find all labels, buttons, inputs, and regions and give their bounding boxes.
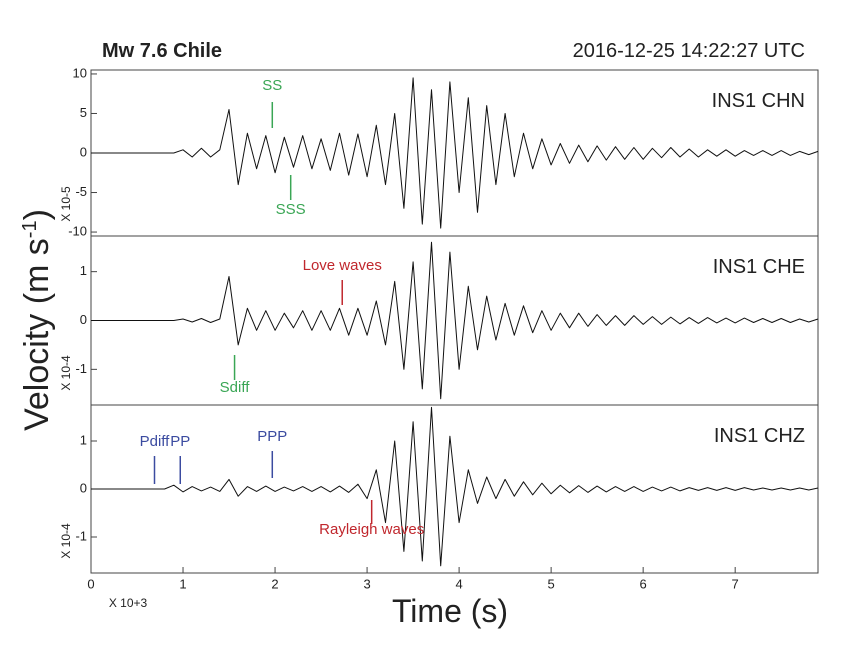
y-tick-label: 0 — [80, 480, 87, 495]
figure-title: Mw 7.6 Chile — [102, 40, 222, 62]
panel-frame — [90, 69, 819, 237]
channel-label: INS1 CHE — [713, 256, 805, 278]
y-tick-label: 5 — [80, 105, 87, 120]
y-tick-label: 0 — [80, 312, 87, 327]
x-axis-label: Time (s) — [392, 593, 508, 629]
annotation-label: SS — [262, 77, 282, 94]
y-multiplier: X 10-4 — [59, 523, 73, 559]
waveform — [91, 406, 819, 567]
y-axis-label: Velocity (m s-1) — [18, 209, 56, 431]
y-tick-label: 0 — [80, 144, 87, 159]
annotation-label: SSS — [276, 201, 306, 218]
y-label-suffix: ) — [18, 209, 56, 220]
y-tick-label: -5 — [75, 184, 87, 199]
y-tick-label: 1 — [80, 263, 87, 278]
x-multiplier: X 10+3 — [109, 596, 148, 610]
panel-frame — [90, 404, 819, 574]
waveform — [91, 77, 819, 229]
event-datetime: 2016-12-25 14:22:27 UTC — [573, 40, 805, 62]
x-tick-label: 0 — [87, 576, 94, 591]
annotation-label: PP — [170, 433, 190, 450]
x-tick-label: 6 — [640, 576, 647, 591]
panel-frame — [90, 235, 819, 406]
annotation-label: Rayleigh waves — [319, 521, 424, 538]
y-tick-label: -1 — [75, 361, 87, 376]
annotation-label: Love waves — [303, 257, 382, 274]
y-multiplier: X 10-4 — [59, 355, 73, 391]
x-tick-label: 3 — [363, 576, 370, 591]
y-multiplier: X 10-5 — [59, 186, 73, 222]
x-tick-label: 1 — [179, 576, 186, 591]
y-tick-label: -1 — [75, 528, 87, 543]
y-tick-label: 1 — [80, 432, 87, 447]
channel-label: INS1 CHZ — [714, 425, 805, 447]
x-tick-label: 7 — [732, 576, 739, 591]
y-label-superscript: -1 — [19, 220, 41, 238]
annotation-label: PPP — [257, 428, 287, 445]
annotation-label: Sdiff — [220, 379, 251, 396]
x-tick-label: 4 — [455, 576, 462, 591]
x-tick-label: 5 — [548, 576, 555, 591]
waveform — [91, 241, 819, 400]
annotation-label: Pdiff — [140, 433, 171, 450]
y-tick-label: 10 — [73, 65, 87, 80]
y-label-text: Velocity (m s — [18, 238, 56, 431]
x-tick-label: 2 — [271, 576, 278, 591]
y-tick-label: -10 — [68, 223, 87, 238]
channel-label: INS1 CHN — [712, 90, 805, 112]
